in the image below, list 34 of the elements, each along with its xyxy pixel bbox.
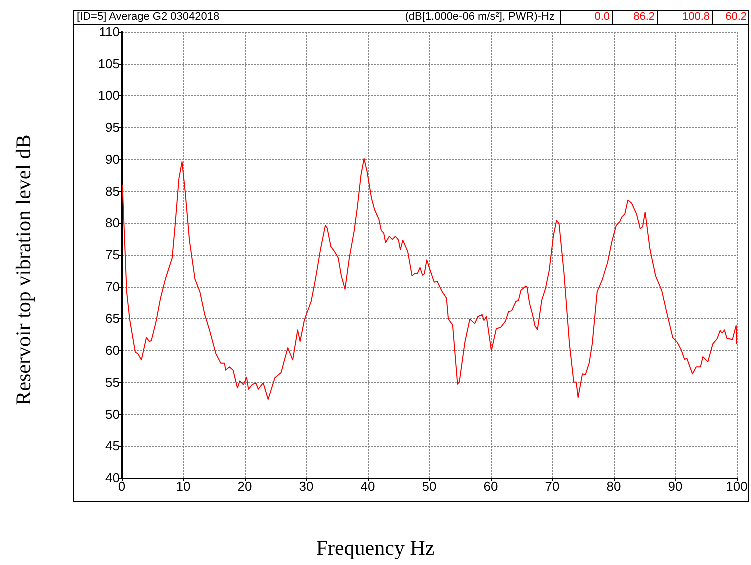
y-tick-label: 90 xyxy=(106,152,120,167)
y-tick-label: 85 xyxy=(106,184,120,199)
y-tick-label: 80 xyxy=(106,216,120,231)
y-tick-label: 105 xyxy=(98,56,120,72)
y-tick-label: 70 xyxy=(106,279,120,294)
x-tick-label: 40 xyxy=(360,479,376,494)
x-tick-label: 30 xyxy=(299,479,314,494)
x-tick-label: 60 xyxy=(484,479,498,494)
y-tick-label: 95 xyxy=(106,120,120,136)
text: 86.2 xyxy=(612,10,657,24)
chart-title: [ID=5] Average G2 03042018 xyxy=(77,10,221,24)
x-tick-label: 100 xyxy=(726,479,748,494)
y-tick-label: 100 xyxy=(98,88,120,104)
y-tick-label: 50 xyxy=(106,406,120,422)
y-tick-label: 60 xyxy=(106,343,120,358)
y-tick-label: 65 xyxy=(106,311,120,326)
x-tick-label: 10 xyxy=(176,479,191,494)
chart-subtitle: (dB[1.000e-06 m/s²], PWR)-Hz xyxy=(404,10,555,24)
text: 100.8 xyxy=(657,10,712,24)
x-tick-label: 80 xyxy=(606,479,622,494)
line-series xyxy=(122,158,738,400)
y-tick-label: 75 xyxy=(106,248,120,262)
x-tick-label: 50 xyxy=(422,479,437,494)
y-axis-title: Reservoir top vibration level dB xyxy=(12,134,36,406)
x-tick-label: 70 xyxy=(545,479,560,494)
y-tick-label: 55 xyxy=(106,374,120,390)
y-tick-label: 110 xyxy=(99,24,120,40)
x-tick-label: 90 xyxy=(668,479,683,494)
x-tick-label: 20 xyxy=(238,479,252,494)
y-tick-label: 45 xyxy=(106,438,120,454)
text: 0.0 xyxy=(560,10,612,24)
x-tick-label: 0 xyxy=(118,479,126,494)
text: 60.2 xyxy=(712,10,749,24)
x-axis-title: Frequency Hz xyxy=(315,536,436,561)
